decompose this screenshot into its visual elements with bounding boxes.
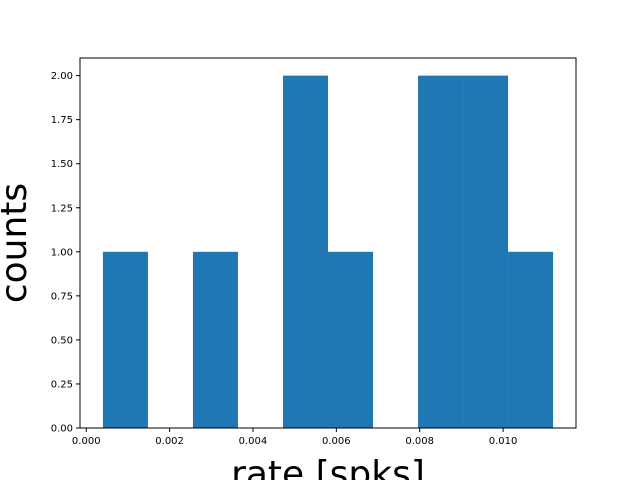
x-tick-label: 0.002 [155, 436, 184, 447]
histogram-bar [508, 251, 554, 428]
y-tick-label: 2.00 [51, 71, 73, 82]
y-tick-label: 0.75 [51, 291, 73, 302]
x-axis-ticks: 0.000 0.002 0.004 0.006 0.008 0.010 [72, 428, 517, 447]
y-tick-label: 1.50 [51, 159, 73, 170]
y-tick-label: 1.00 [51, 247, 73, 258]
x-tick-label: 0.000 [72, 436, 101, 447]
y-tick-label: 0.00 [51, 424, 73, 435]
histogram-bar [282, 75, 328, 428]
histogram-bar [192, 251, 238, 428]
plot-frame [79, 57, 577, 429]
histogram-bar [328, 251, 374, 428]
y-tick-label: 1.75 [51, 115, 73, 126]
histogram-bars [102, 75, 554, 428]
y-tick-label: 1.25 [51, 203, 73, 214]
y-axis-ticks: 0.00 0.25 0.50 0.75 1.00 1.25 1.50 1.75 2.00 [51, 71, 80, 435]
y-tick-label: 0.25 [51, 379, 73, 390]
x-tick-label: 0.004 [239, 436, 268, 447]
histogram-bar [418, 75, 464, 428]
y-tick-label: 0.50 [51, 335, 73, 346]
x-tick-label: 0.008 [405, 436, 434, 447]
x-tick-label: 0.010 [489, 436, 518, 447]
x-tick-label: 0.006 [322, 436, 351, 447]
histogram-bar [102, 251, 148, 428]
y-axis-label: counts [0, 183, 35, 303]
histogram-bar [463, 75, 509, 428]
x-axis-label: rate [spks] [231, 454, 425, 480]
